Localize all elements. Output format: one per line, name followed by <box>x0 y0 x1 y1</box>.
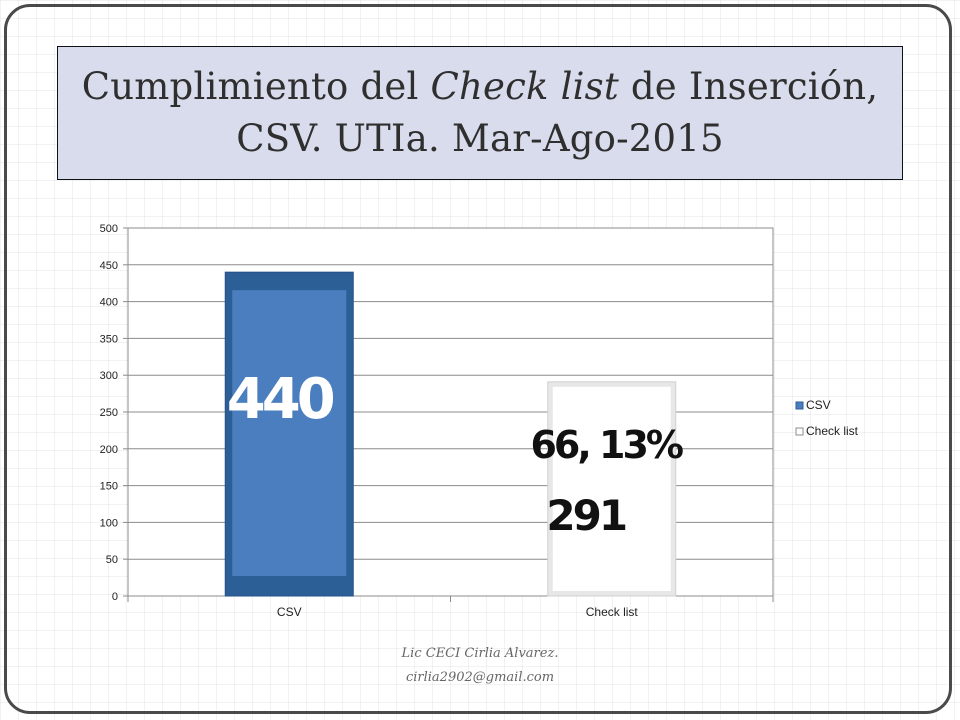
y-tick-label: 450 <box>100 260 118 272</box>
title-part2: de Inserción, CSV. UTIa. Mar-Ago-2015 <box>236 65 879 160</box>
chart-labels: 0 50 100 150 200 250 300 350 400 450 500 CSV Check l… <box>100 223 686 619</box>
y-tick-label: 0 <box>112 591 118 603</box>
y-tick-label: 150 <box>100 481 118 493</box>
bar-annotation: 291 <box>546 491 625 540</box>
footer-line2: cirlia2902@gmail.com <box>405 670 555 685</box>
bar-annotation: 66, 13% <box>530 423 682 467</box>
y-tick-label: 500 <box>100 223 118 235</box>
y-tick-label: 400 <box>100 297 118 309</box>
x-tick-label: Check list <box>586 605 639 619</box>
chart-legend: CSV Check list <box>795 398 859 438</box>
footer-line1: Lic CECI Cirlia Alvarez. <box>401 646 559 661</box>
y-tick-label: 350 <box>100 333 118 345</box>
legend-label-check-list: Check list <box>806 424 859 438</box>
title-part1: Cumplimiento del <box>81 65 431 108</box>
bar-check-list-face <box>552 386 671 591</box>
bar-csv-face <box>232 290 347 576</box>
title-emphasis: Check list <box>430 65 619 108</box>
page-title: Cumplimiento del Check list de Inserción… <box>78 61 882 165</box>
y-tick-label: 50 <box>106 554 118 566</box>
x-tick-label: CSV <box>277 605 302 619</box>
y-tick-label: 300 <box>100 370 118 382</box>
legend-swatch-check-list <box>795 427 804 436</box>
legend-swatch-csv <box>795 401 804 410</box>
title-box: Cumplimiento del Check list de Inserción… <box>57 46 903 180</box>
footer: Lic CECI Cirlia Alvarez. cirlia2902@gmai… <box>330 642 630 690</box>
y-tick-label: 100 <box>100 517 118 529</box>
legend-label-csv: CSV <box>806 398 831 412</box>
bar-annotation: 440 <box>227 367 334 432</box>
y-tick-label: 250 <box>100 407 118 419</box>
chart-bars <box>224 271 677 597</box>
y-tick-label: 200 <box>100 444 118 456</box>
